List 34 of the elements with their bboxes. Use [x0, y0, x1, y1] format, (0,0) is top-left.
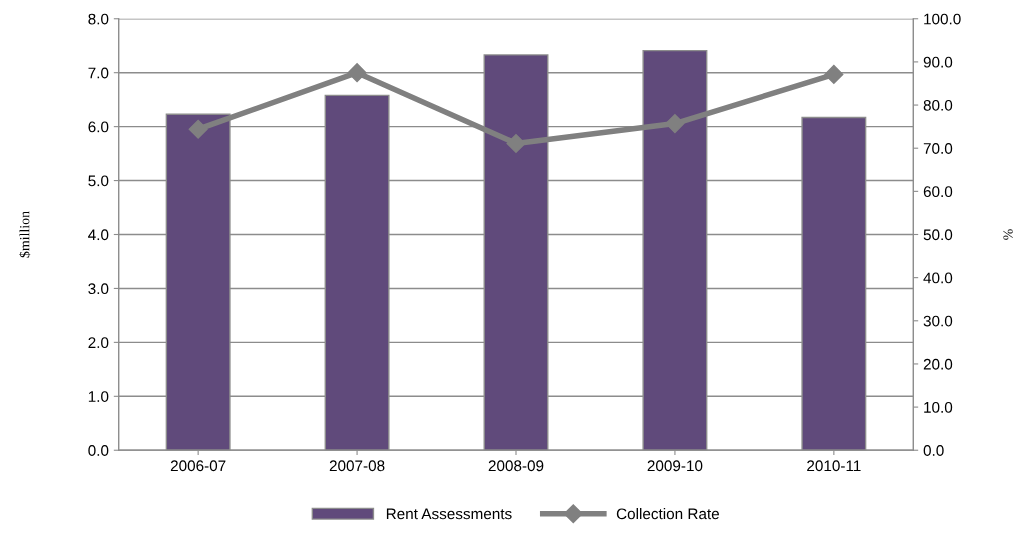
y-tick-label: 6.0: [88, 121, 109, 133]
y2-tick-label: 50.0: [923, 229, 953, 241]
point: [824, 64, 844, 84]
y2-tick-label: 0.0: [923, 445, 944, 456]
y-tick-label: 8.0: [88, 13, 109, 25]
x-tick-label: 2006-07: [170, 460, 226, 472]
y-tick-label: 5.0: [88, 175, 109, 187]
y2-tick-label: 40.0: [923, 272, 953, 284]
x-tick-label: 2007-08: [329, 460, 385, 472]
y-axis-title: $million: [19, 211, 31, 258]
y2-tick-label: 90.0: [923, 56, 953, 68]
y2-tick-label: 60.0: [923, 186, 953, 198]
point: [665, 114, 685, 134]
y-tick-label: 4.0: [88, 229, 109, 241]
y-tick-label: 7.0: [88, 67, 109, 79]
y-tick-label: 3.0: [88, 283, 109, 295]
y2-tick-label: 100.0: [924, 13, 961, 25]
y2-tick-label: 80.0: [923, 99, 953, 111]
y-tick-label: 2.0: [88, 337, 109, 349]
y-tick-label: 1.0: [88, 391, 109, 402]
y-tick-label: 0.0: [88, 445, 109, 456]
y2-tick-label: 20.0: [923, 358, 953, 370]
point: [347, 63, 367, 83]
y2-tick-label: 30.0: [923, 315, 953, 327]
x-tick-label: 2009-10: [647, 460, 703, 472]
x-tick-label: 2010-11: [807, 460, 861, 472]
x-tick-label: 2008-09: [488, 460, 544, 472]
legend-label: Rent Assessments: [386, 508, 512, 520]
point: [188, 119, 208, 139]
y2-tick-label: 10.0: [924, 401, 953, 413]
y2-axis-title: %: [1003, 229, 1013, 240]
legend-label: Collection Rate: [616, 508, 719, 520]
y2-tick-label: 70.0: [923, 143, 953, 154]
point: [506, 133, 526, 153]
